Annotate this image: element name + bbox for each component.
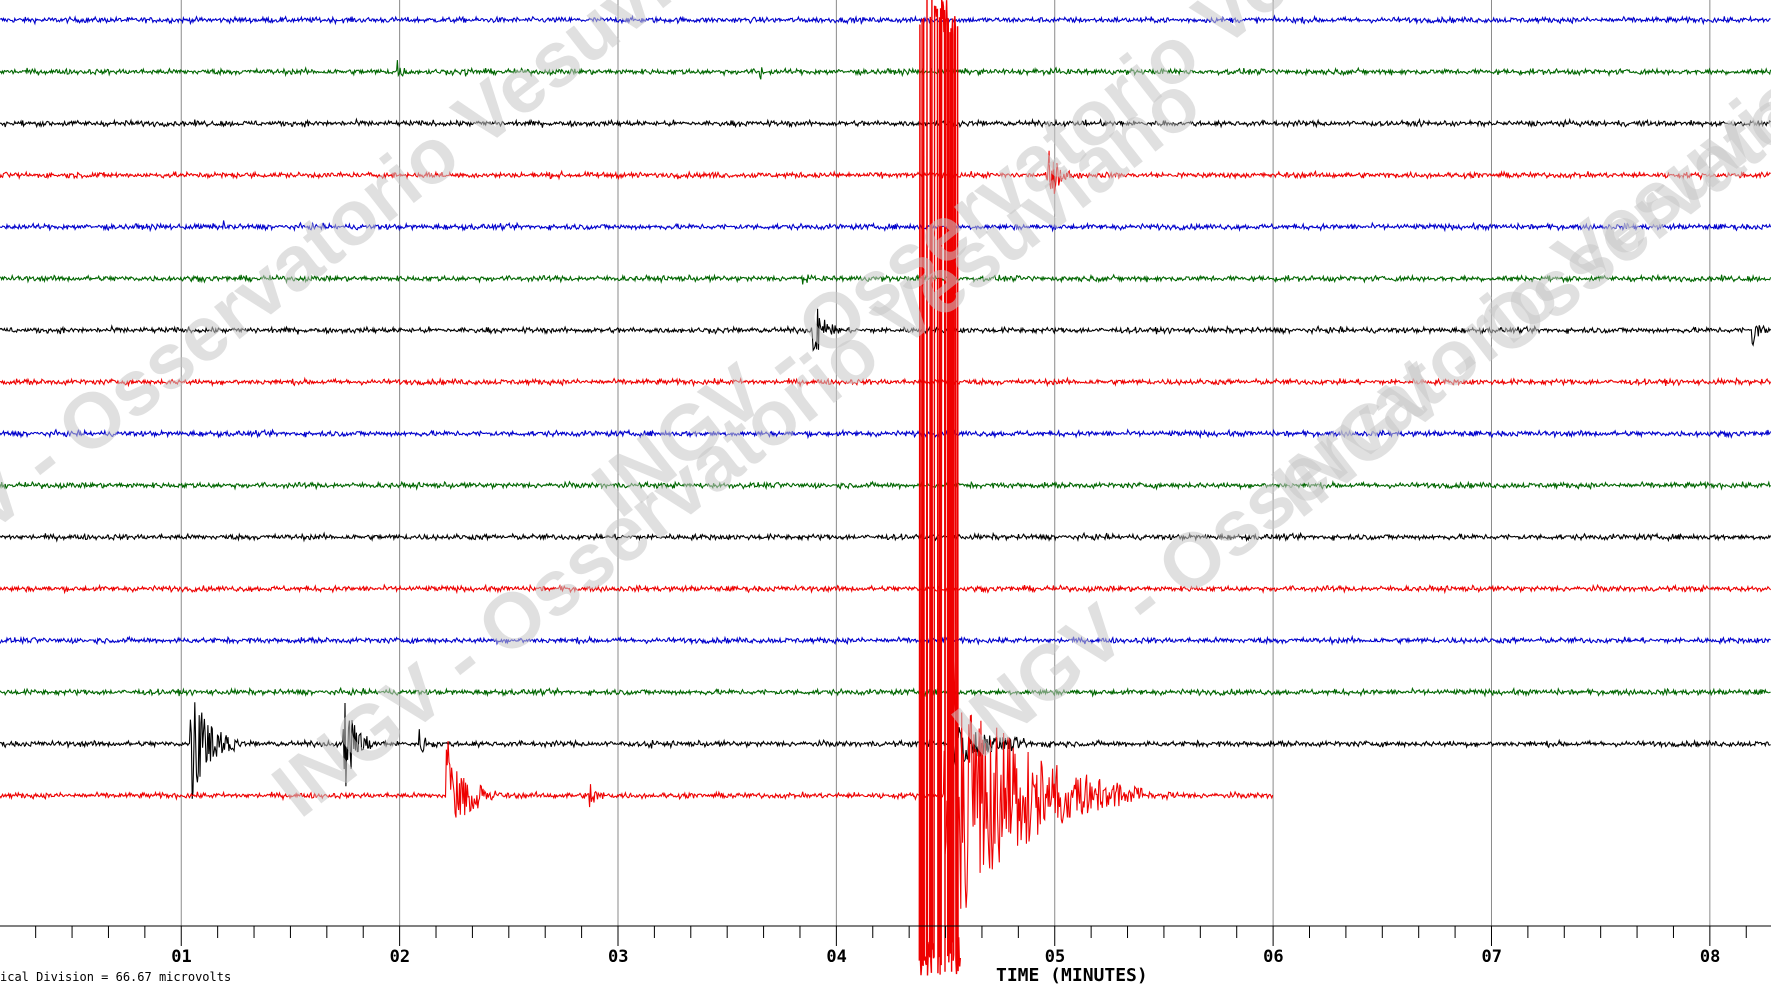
trace-16 bbox=[0, 658, 1274, 943]
tick-label-04: 04 bbox=[826, 947, 846, 967]
trace-4 bbox=[0, 150, 1771, 194]
trace-12 bbox=[0, 583, 1771, 595]
trace-2 bbox=[0, 60, 1771, 80]
trace-1 bbox=[0, 14, 1771, 26]
trace-5 bbox=[0, 220, 1771, 233]
trace-3 bbox=[0, 117, 1771, 129]
trace-9 bbox=[0, 428, 1771, 440]
scale-note: ical Division = 66.67 microvolts bbox=[0, 970, 231, 984]
axis-title: TIME (MINUTES) bbox=[996, 965, 1148, 986]
tick-label-08: 08 bbox=[1700, 947, 1720, 967]
trace-6 bbox=[0, 273, 1771, 285]
trace-13 bbox=[0, 634, 1771, 646]
tick-label-03: 03 bbox=[608, 947, 628, 967]
trace-7 bbox=[0, 308, 1771, 352]
trace-10 bbox=[0, 480, 1771, 491]
trace-8 bbox=[0, 376, 1771, 388]
time-axis bbox=[0, 925, 1771, 946]
trace-15 bbox=[0, 702, 1771, 799]
trace-14 bbox=[0, 686, 1771, 698]
tick-label-07: 07 bbox=[1481, 947, 1501, 967]
burst-path bbox=[918, 0, 961, 976]
trace-11 bbox=[0, 531, 1771, 543]
minute-grid bbox=[180, 0, 1711, 926]
seismic-traces bbox=[0, 14, 1771, 943]
tick-label-05: 05 bbox=[1045, 947, 1065, 967]
tick-label-02: 02 bbox=[390, 947, 410, 967]
tick-labels: 01 02 03 04 05 06 07 08 bbox=[171, 947, 1720, 967]
tick-label-01: 01 bbox=[171, 947, 191, 967]
earthquake-burst bbox=[918, 0, 961, 976]
watermark-text: INGV - Osservatorio Vesuviano bbox=[1256, 0, 1771, 533]
tick-label-06: 06 bbox=[1263, 947, 1283, 967]
